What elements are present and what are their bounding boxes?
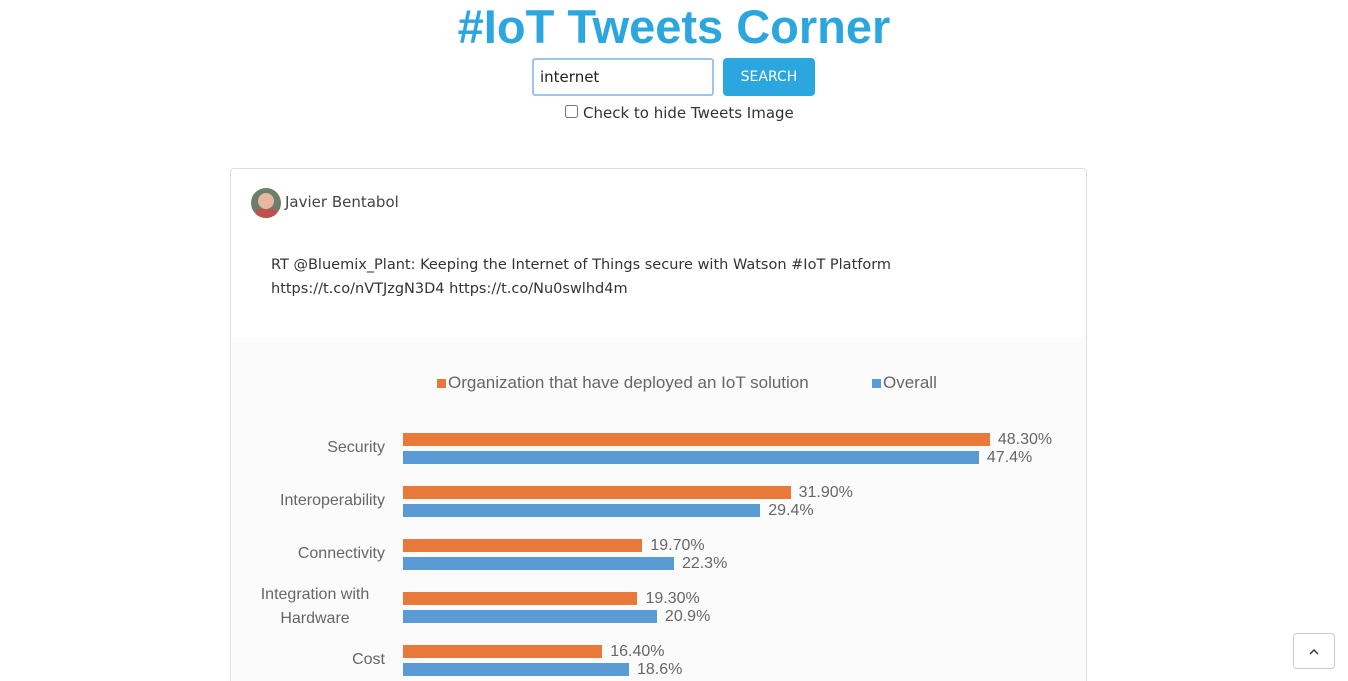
category-label: Security [327,439,385,456]
value-label: 19.30% [645,590,700,607]
value-label: 20.9% [664,608,711,625]
value-label: 31.90% [798,484,853,501]
scroll-top-button[interactable] [1293,633,1335,669]
category-label: Interoperability [280,492,385,509]
tweet-card [230,168,1087,681]
search-button[interactable]: SEARCH [723,58,815,96]
category-label: Integration with Hardware [260,586,370,627]
category-label: Connectivity [297,545,385,562]
bar [403,486,791,499]
bar [403,557,674,570]
tweet-author[interactable]: Javier Bentabol [285,193,399,211]
value-label: 48.30% [997,431,1053,448]
legend-swatch [437,379,446,388]
value-label: 47.4% [986,449,1033,466]
bar [403,504,761,517]
legend-label: Organization that have deployed an IoT s… [448,373,809,392]
value-label: 16.40% [610,643,665,660]
bar [403,539,643,552]
value-label: 29.4% [768,502,814,519]
bar [403,451,979,464]
search-input[interactable] [532,58,714,96]
avatar [251,188,281,218]
bar [403,433,990,446]
bar [403,592,638,605]
tweet-text: RT @Bluemix_Plant: Keeping the Internet … [271,257,892,297]
legend-swatch [872,379,881,388]
page-title: #IoT Tweets Corner [457,0,891,53]
value-label: 22.3% [681,555,728,572]
bar [403,610,657,623]
hide-images-checkbox[interactable] [565,105,578,118]
value-label: 19.70% [650,537,705,554]
tweet-image-chart: Organization that have deployed an IoT s… [232,338,1086,681]
value-label: 18.6% [636,661,683,678]
checkbox-label[interactable]: Check to hide Tweets Image [583,104,794,122]
chevron-up-icon [1309,648,1319,654]
bar [403,663,629,676]
bar [403,645,603,658]
legend-label: Overall [883,373,937,392]
category-label: Cost [352,651,385,668]
